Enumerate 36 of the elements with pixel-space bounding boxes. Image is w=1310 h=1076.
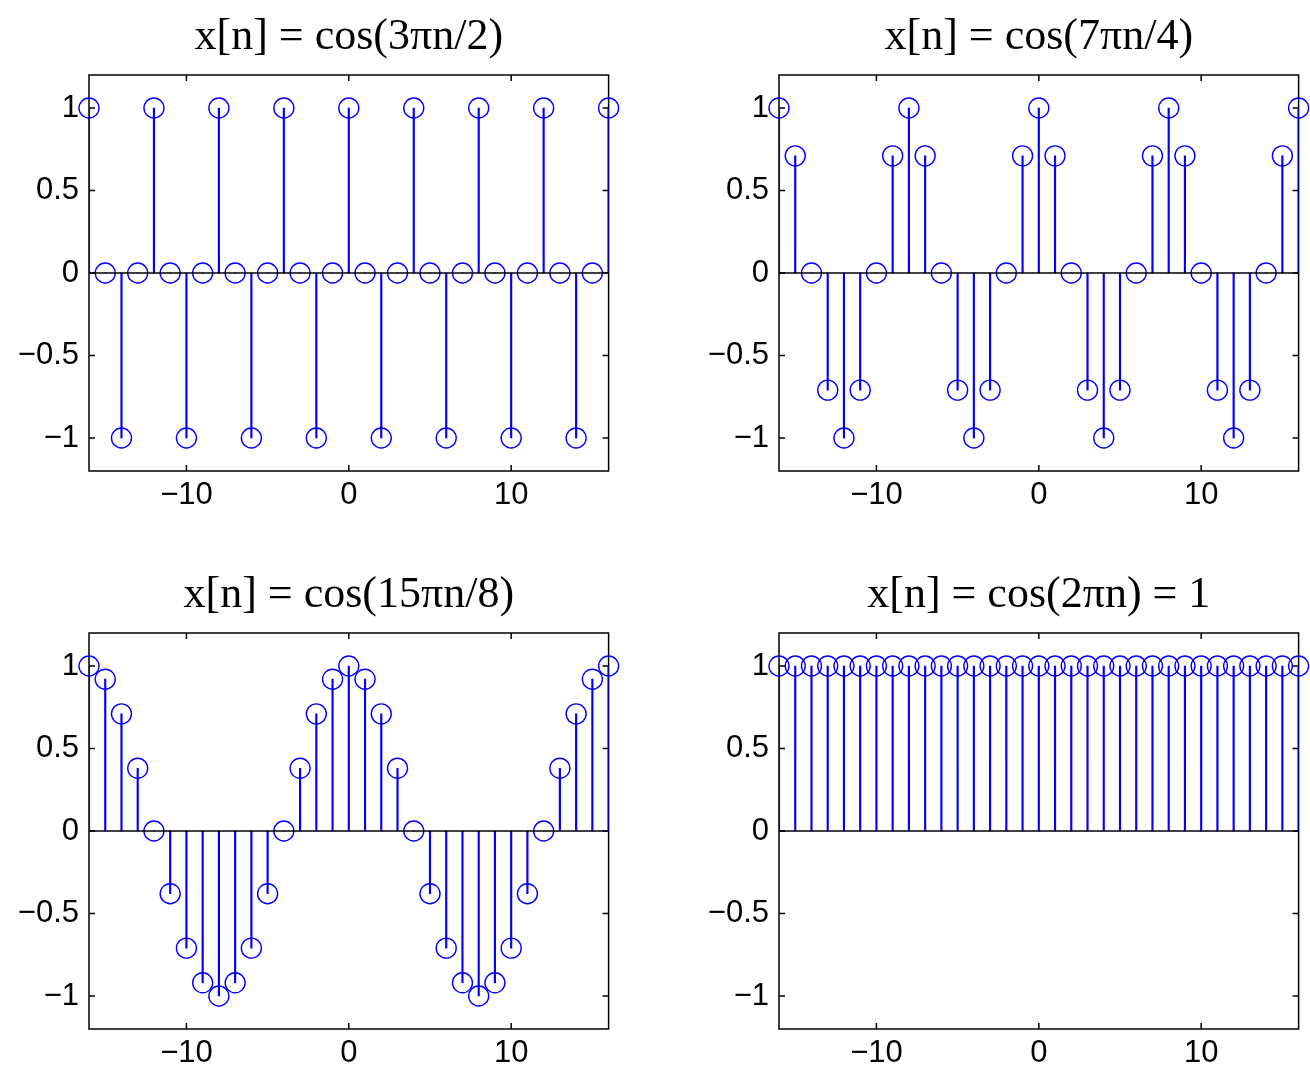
- chart-title: x[n] = cos(15πn/8): [183, 567, 515, 617]
- chart-title: x[n] = cos(3πn/2): [194, 9, 504, 59]
- y-tick-label: −0.5: [17, 336, 79, 372]
- y-tick-label: −1: [733, 976, 769, 1012]
- y-tick-label: 0: [61, 253, 79, 289]
- x-tick-label: −10: [160, 1034, 213, 1070]
- y-tick-label: 0.5: [725, 171, 769, 207]
- y-tick-label: 0: [751, 253, 769, 289]
- y-tick-label: 1: [61, 646, 79, 682]
- y-tick-label: 0: [61, 811, 79, 847]
- y-tick-label: 0.5: [35, 729, 79, 765]
- y-tick-label: 1: [751, 88, 769, 124]
- y-tick-label: −0.5: [17, 894, 79, 930]
- chart-title: x[n] = cos(2πn) = 1: [867, 567, 1211, 617]
- x-tick-label: 0: [340, 1034, 358, 1070]
- y-tick-label: 0.5: [725, 729, 769, 765]
- y-tick-label: 0.5: [35, 171, 79, 207]
- chart-title: x[n] = cos(7πn/4): [884, 9, 1194, 59]
- x-tick-label: 10: [493, 476, 529, 512]
- x-tick-label: 10: [493, 1034, 529, 1070]
- y-tick-label: −0.5: [707, 336, 769, 372]
- y-tick-label: −1: [733, 418, 769, 454]
- x-tick-label: −10: [850, 476, 903, 512]
- x-tick-label: −10: [850, 1034, 903, 1070]
- y-tick-label: 1: [61, 88, 79, 124]
- x-tick-label: −10: [160, 476, 213, 512]
- x-tick-label: 0: [1030, 1034, 1048, 1070]
- y-tick-label: 1: [751, 646, 769, 682]
- x-tick-label: 10: [1183, 476, 1219, 512]
- y-tick-label: 0: [751, 811, 769, 847]
- x-tick-label: 0: [340, 476, 358, 512]
- y-tick-label: −1: [43, 418, 79, 454]
- x-tick-label: 10: [1183, 1034, 1219, 1070]
- y-tick-label: −0.5: [707, 894, 769, 930]
- x-tick-label: 0: [1030, 476, 1048, 512]
- y-tick-label: −1: [43, 976, 79, 1012]
